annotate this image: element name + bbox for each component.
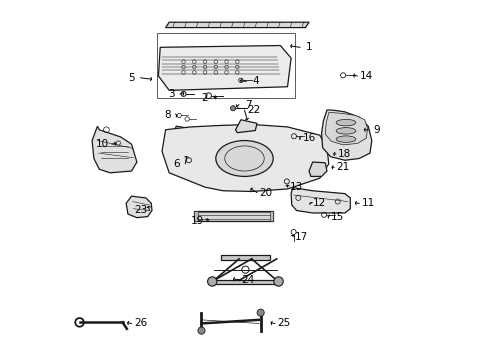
Circle shape <box>198 327 204 334</box>
Bar <box>221 255 269 260</box>
Polygon shape <box>162 125 328 192</box>
Text: 8: 8 <box>164 111 170 121</box>
Text: 24: 24 <box>241 275 254 285</box>
Text: 11: 11 <box>361 198 374 208</box>
Text: 17: 17 <box>295 232 308 242</box>
Circle shape <box>230 106 235 111</box>
Text: 2: 2 <box>202 93 208 103</box>
Ellipse shape <box>335 128 355 134</box>
Text: 22: 22 <box>246 105 260 115</box>
Text: 25: 25 <box>277 319 290 328</box>
Ellipse shape <box>215 140 273 176</box>
Polygon shape <box>92 126 137 173</box>
Text: 6: 6 <box>173 159 179 169</box>
Text: 10: 10 <box>96 139 109 149</box>
Text: 5: 5 <box>128 73 135 83</box>
Text: 16: 16 <box>302 133 315 143</box>
Polygon shape <box>235 120 257 133</box>
Bar <box>269 211 273 221</box>
Text: 1: 1 <box>305 42 312 52</box>
Polygon shape <box>126 196 152 218</box>
Text: 4: 4 <box>251 76 258 86</box>
Polygon shape <box>171 126 203 164</box>
Circle shape <box>207 277 217 286</box>
Bar <box>212 280 278 284</box>
Text: 14: 14 <box>359 71 372 81</box>
Text: 19: 19 <box>191 216 204 226</box>
Circle shape <box>257 309 264 316</box>
Polygon shape <box>158 45 290 90</box>
Polygon shape <box>308 162 326 176</box>
Text: 3: 3 <box>167 89 174 99</box>
Bar <box>156 33 294 98</box>
Text: 9: 9 <box>373 125 380 135</box>
Text: 18: 18 <box>338 149 351 159</box>
Text: 20: 20 <box>259 188 272 198</box>
Text: 23: 23 <box>134 206 147 216</box>
Circle shape <box>273 277 283 286</box>
Text: 21: 21 <box>336 162 349 172</box>
Polygon shape <box>290 187 349 213</box>
Text: 13: 13 <box>289 182 303 192</box>
Text: 26: 26 <box>134 319 147 328</box>
Polygon shape <box>165 22 308 28</box>
Ellipse shape <box>335 120 355 126</box>
Ellipse shape <box>335 136 355 142</box>
Text: 12: 12 <box>312 198 326 208</box>
Bar <box>194 211 198 221</box>
Text: 7: 7 <box>244 100 251 110</box>
Bar <box>194 211 273 221</box>
Polygon shape <box>321 110 371 160</box>
Polygon shape <box>325 113 367 145</box>
Text: 15: 15 <box>330 212 344 221</box>
